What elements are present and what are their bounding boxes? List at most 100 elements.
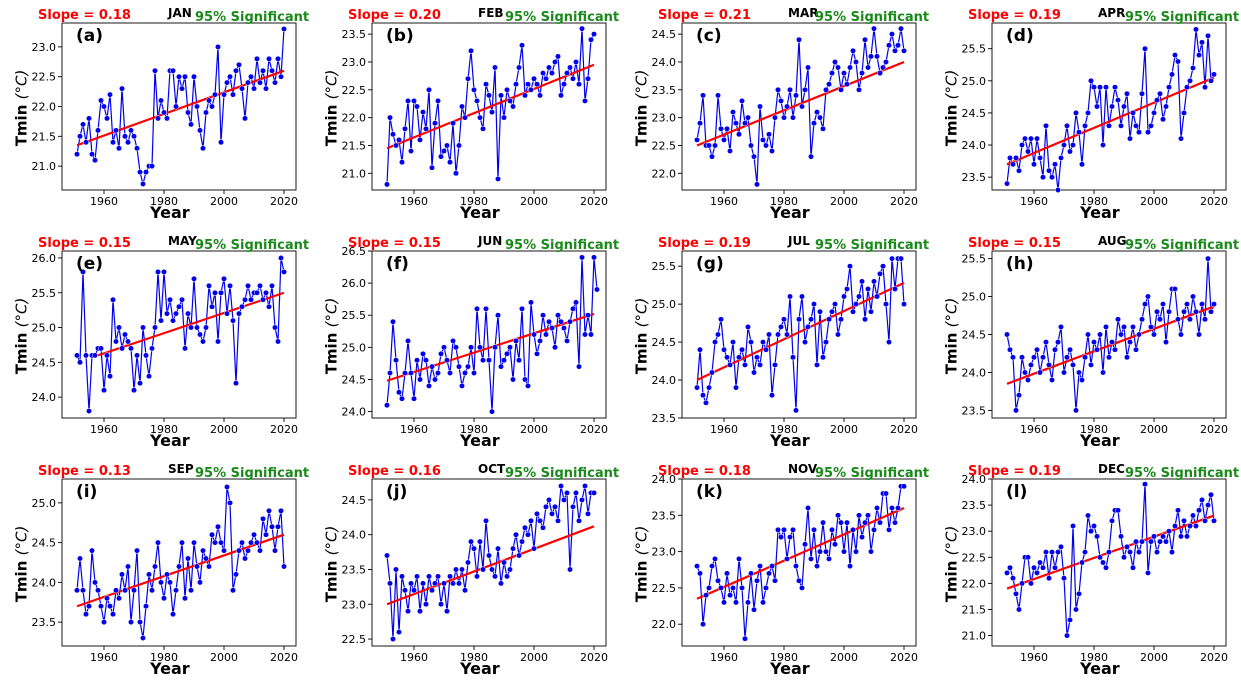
slope-label: Slope = 0.16 [348, 464, 441, 479]
data-point [754, 354, 760, 361]
data-point [1202, 517, 1208, 524]
data-point [1079, 377, 1085, 383]
data-point [200, 547, 206, 554]
data-point [474, 97, 480, 104]
data-point [1127, 339, 1133, 346]
data-point [1109, 339, 1115, 346]
data-point [1043, 549, 1049, 556]
y-tick-label: 23.0 [342, 56, 367, 69]
y-axis-label-unit: (°C) [632, 69, 651, 100]
x-tick-label: 2000 [210, 651, 238, 664]
data-point [203, 555, 209, 562]
data-point [435, 573, 441, 580]
data-point [549, 70, 555, 77]
data-point [405, 97, 411, 104]
chart-svg: 1960 1980 2000 2020 24.0 24.5 25.0 25.5 26.0 [32, 250, 298, 436]
data-point [865, 512, 871, 519]
y-tick-label: 25.5 [32, 287, 57, 300]
data-point [697, 120, 703, 127]
data-point [266, 507, 272, 514]
data-point [736, 555, 742, 562]
data-point [814, 361, 820, 368]
data-point [874, 293, 880, 300]
data-point [1121, 323, 1127, 330]
data-point [519, 42, 525, 49]
data-point [489, 408, 495, 415]
data-point [1040, 174, 1046, 181]
data-point [1013, 590, 1019, 597]
data-point [257, 79, 263, 86]
data-point [537, 92, 543, 99]
y-tick-label: 22.5 [962, 551, 987, 564]
x-tick-label: 2000 [830, 423, 858, 436]
data-point [1004, 180, 1010, 187]
data-point [694, 136, 700, 143]
data-point [1040, 354, 1046, 361]
x-tick-label: 2000 [1140, 195, 1168, 208]
data-point [570, 503, 576, 510]
data-point [790, 114, 796, 121]
data-point [1166, 84, 1172, 91]
data-point [582, 97, 588, 104]
x-tick-label: 2020 [1200, 423, 1228, 436]
data-point [137, 169, 143, 176]
month-label: JAN [168, 6, 192, 20]
data-point [561, 325, 567, 332]
y-tick-label: 23.5 [342, 28, 367, 41]
data-point [772, 361, 778, 368]
data-point [543, 503, 549, 510]
data-point [411, 395, 417, 402]
x-tick-label: 2000 [520, 423, 548, 436]
data-point [1124, 90, 1130, 97]
data-point [260, 296, 266, 303]
data-point [1121, 554, 1127, 561]
slope-label: Slope = 0.21 [658, 8, 751, 23]
data-point [784, 103, 790, 110]
x-axis-label: Year [460, 203, 500, 222]
data-point [886, 526, 892, 533]
data-point [227, 282, 233, 289]
data-point [760, 136, 766, 143]
data-point [477, 114, 483, 121]
data-point [1184, 301, 1190, 308]
x-tick-label: 1980 [150, 195, 178, 208]
plot-frame [991, 478, 1227, 647]
data-point [191, 275, 197, 282]
data-point [143, 603, 149, 610]
data-point [757, 103, 763, 110]
data-point [77, 133, 83, 140]
data-point [450, 120, 456, 127]
data-point [799, 293, 805, 300]
x-tick-label: 1980 [1080, 195, 1108, 208]
data-point [1034, 135, 1040, 142]
data-point [591, 489, 597, 496]
data-point [188, 587, 194, 594]
y-tick-label: 23.0 [32, 41, 57, 54]
data-point [516, 64, 522, 71]
data-point [143, 169, 149, 176]
slope-label: Slope = 0.15 [968, 236, 1061, 251]
data-point [179, 85, 185, 92]
data-point [567, 566, 573, 573]
data-point [841, 548, 847, 555]
data-point [254, 55, 260, 62]
data-point [546, 496, 552, 503]
data-point [1190, 512, 1196, 519]
data-point [110, 139, 116, 146]
data-point [119, 345, 125, 352]
data-point [1031, 564, 1037, 571]
data-point [152, 67, 158, 74]
x-tick-label: 1960 [400, 195, 428, 208]
data-point [1151, 109, 1157, 116]
data-point [715, 92, 721, 99]
data-point [579, 496, 585, 503]
data-point [1046, 361, 1052, 368]
data-point [149, 345, 155, 352]
data-point [844, 286, 850, 292]
y-tick-label: 23.5 [652, 84, 677, 97]
data-point [113, 338, 119, 345]
data-point [865, 64, 871, 71]
series-line [1006, 484, 1215, 636]
y-tick-label: 21.5 [342, 139, 367, 152]
data-point [281, 563, 287, 570]
